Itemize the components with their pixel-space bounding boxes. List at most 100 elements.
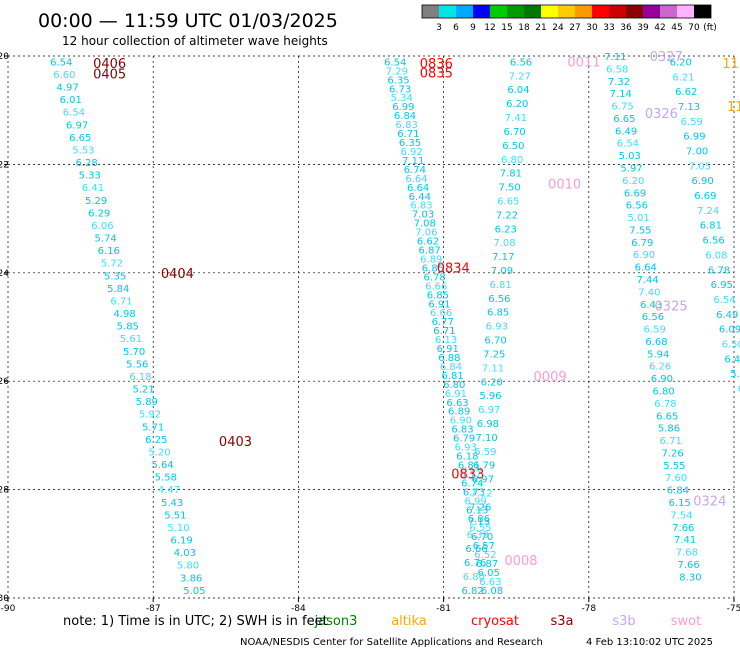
- swh-value-label: 6.99: [464, 496, 486, 507]
- swh-value-label: 6.63: [479, 577, 501, 588]
- time-label: 0008: [504, 554, 537, 569]
- swh-value-label: 7.50: [498, 183, 520, 194]
- swh-value-label: 5.70: [123, 347, 145, 358]
- colorbar-swatch: [490, 5, 507, 18]
- swh-value-label: 6.57: [473, 541, 495, 552]
- swh-value-label: 5.94: [647, 349, 669, 360]
- colorbar-tick-label: 3: [436, 23, 442, 33]
- swh-value-label: 6.74: [461, 478, 483, 489]
- track-swot: 6.56 7.27 6.04 6.20 7.41 6.70 6.50 6.80 7.81 7.50…: [462, 55, 601, 596]
- swh-value-label: 5.33: [79, 171, 101, 182]
- swh-value-label: 7.26: [469, 502, 491, 513]
- swh-value-label: 5.64: [152, 460, 174, 471]
- colorbar-swatch: [507, 5, 524, 18]
- swh-value-label: 6.93: [455, 443, 477, 454]
- time-label: 0326: [645, 107, 678, 122]
- map-grid: -90 -87 -84 -81 -78 -75 -20 -22 -24 -26 -28 -30: [0, 52, 740, 614]
- colorbar-swatch: [609, 5, 626, 18]
- colorbar-tick-label: 21: [535, 23, 546, 33]
- swh-value-label: 6.90: [651, 374, 673, 385]
- swh-value-label: 7.55: [629, 225, 651, 236]
- swh-value-label: 6.09: [719, 325, 740, 336]
- swh-value-label: 6.13: [466, 505, 488, 516]
- y-tick-label: -28: [0, 486, 9, 496]
- colorbar-tick-label: 9: [470, 23, 476, 33]
- swh-value-label: 6.49: [716, 310, 738, 321]
- y-tick-label: -20: [0, 52, 9, 62]
- swh-value-label: 5.74: [94, 234, 116, 245]
- swh-value-label: 5.35: [104, 271, 126, 282]
- swh-value-label: 7.68: [676, 548, 698, 559]
- swh-value-label: 6.20: [481, 377, 503, 388]
- swh-value-label: 6.73: [463, 487, 485, 498]
- x-tick-label: -78: [581, 604, 596, 614]
- swh-value-label: 6.83: [451, 425, 473, 436]
- altimeter-tracks: 6.546.604.976.016.546.976.655.536.285.33…: [50, 50, 740, 597]
- swh-value-label: 6.90: [450, 416, 472, 427]
- colorbar-swatch: [541, 5, 558, 18]
- colorbar-tick-label: 45: [671, 23, 682, 33]
- swh-value-label: 6.49: [724, 354, 740, 365]
- swh-value-label: 6.81: [700, 221, 722, 232]
- swh-value-label: 6.15: [669, 498, 691, 509]
- swh-value-label: 6.28: [75, 158, 97, 169]
- swh-value-label: 6.20: [506, 99, 528, 110]
- time-label: 0327: [650, 50, 683, 65]
- swh-value-label: 6.55: [469, 523, 491, 534]
- satellite-legend: jason3 altika cryosat s3a s3b swot: [314, 614, 702, 629]
- swh-value-label: 6.18: [129, 372, 151, 383]
- y-tick-label: -24: [0, 269, 9, 279]
- swh-value-label: 6.71: [660, 436, 682, 447]
- colorbar-tick-label: 15: [501, 23, 512, 33]
- swh-value-label: 7.60: [665, 473, 687, 484]
- footnote: note: 1) Time is in UTC; 2) SWH is in fe…: [63, 614, 328, 629]
- swh-value-label: 6.06: [91, 221, 113, 232]
- swh-value-label: 5.61: [120, 334, 142, 345]
- swh-value-label: 7.32: [608, 77, 630, 88]
- swh-value-label: 5.20: [148, 447, 170, 458]
- swh-value-label: 7.13: [678, 102, 700, 113]
- swh-value-label: 4.98: [113, 309, 135, 320]
- colorbar-swatch: [422, 5, 439, 18]
- swh-value-label: 7.26: [661, 448, 683, 459]
- legend-swot: swot: [671, 614, 701, 629]
- swh-value-label: 6.80: [501, 155, 523, 166]
- swh-value-label: 6.83: [396, 120, 418, 131]
- swh-value-label: 7.41: [505, 113, 527, 124]
- swh-value-label: 6.65: [69, 133, 91, 144]
- swh-value-label: 6.50: [502, 141, 524, 152]
- swh-value-label: 7.27: [509, 71, 531, 82]
- swh-value-label: 5.53: [72, 145, 94, 156]
- time-label: 0404: [161, 267, 194, 282]
- swh-value-label: 6.91: [428, 299, 450, 310]
- swh-value-label: 6.19: [171, 536, 193, 547]
- chart-title: 00:00 — 11:59 UTC 01/03/2025: [38, 10, 338, 32]
- track-s3a: 6.546.604.976.016.546.976.655.536.285.33…: [50, 57, 252, 597]
- time-label: 0406: [93, 57, 126, 72]
- swh-value-label: 5.34: [391, 93, 413, 104]
- swh-value-label: 5.29: [85, 196, 107, 207]
- swh-value-label: 6.54: [713, 295, 735, 306]
- swh-value-label: 6.23: [495, 224, 517, 235]
- swh-value-label: 7.11: [604, 52, 626, 63]
- colorbar-swatch: [677, 5, 694, 18]
- swh-value-label: 5.84: [107, 284, 129, 295]
- colorbar-swatch: [626, 5, 643, 18]
- swh-value-label: 5.55: [663, 461, 685, 472]
- x-tick-label: -90: [1, 604, 16, 614]
- swh-value-label: 6.35: [387, 75, 409, 86]
- swh-value-label: 6.16: [98, 246, 120, 257]
- swh-value-label: 6.59: [681, 117, 703, 128]
- swh-value-label: 6.39: [467, 530, 489, 541]
- time-label: 0009: [534, 370, 567, 385]
- swh-value-label: 6.56: [510, 57, 532, 68]
- swh-value-label: 6.86: [468, 514, 490, 525]
- colorbar-swatch: [473, 5, 490, 18]
- swh-value-label: 6.73: [389, 84, 411, 95]
- swh-value-label: 6.99: [683, 132, 705, 143]
- swh-value-label: 6.70: [471, 532, 493, 543]
- swh-value-label: 6.80: [653, 386, 675, 397]
- swh-value-label: 7.10: [476, 433, 498, 444]
- swh-value-label: 7.22: [496, 210, 518, 221]
